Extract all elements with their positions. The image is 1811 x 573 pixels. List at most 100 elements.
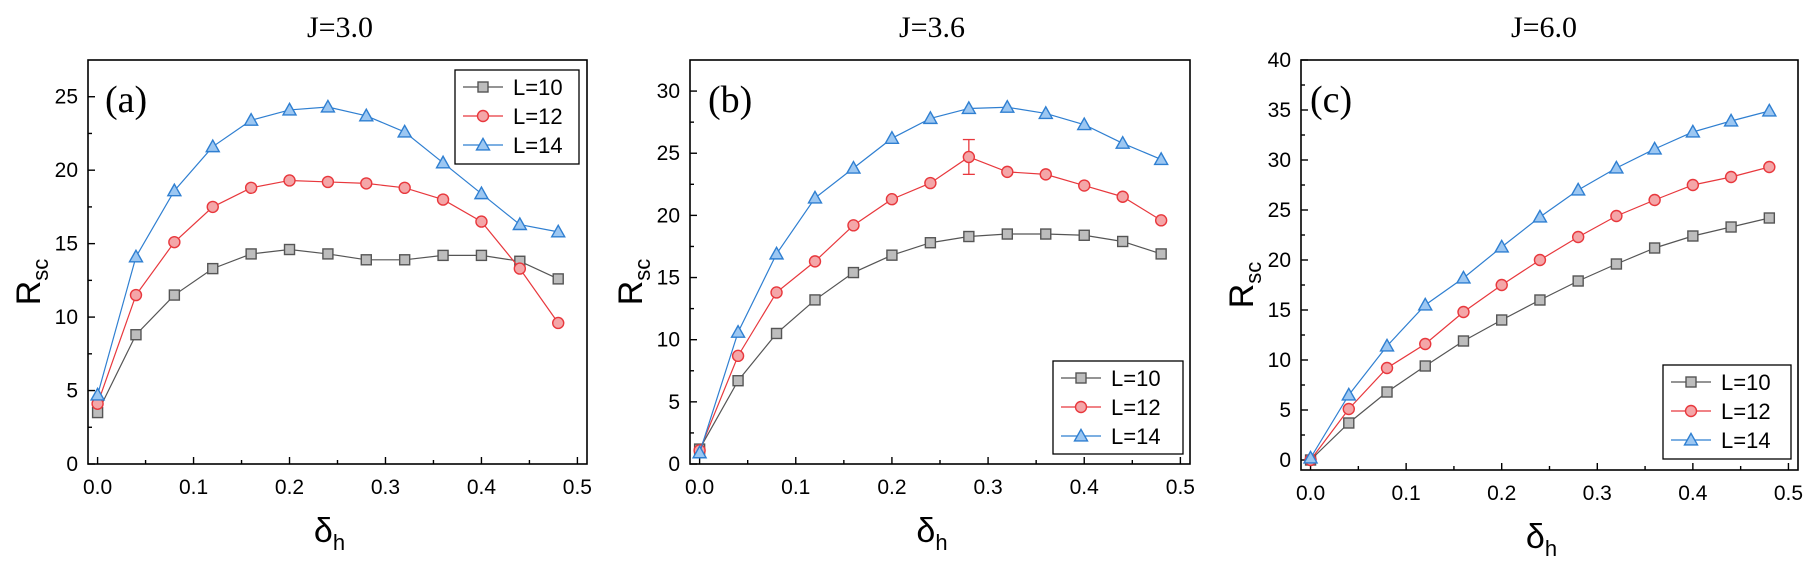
data-point [206, 200, 219, 214]
legend-label: L=14 [1721, 428, 1771, 453]
data-point [1078, 179, 1091, 192]
data-point [1457, 335, 1470, 347]
data-point [398, 181, 411, 195]
data-point [1153, 151, 1169, 166]
data-point [130, 329, 142, 341]
legend-marker [1075, 372, 1087, 384]
data-point [1455, 269, 1472, 284]
y-axis-title: Rsc [10, 259, 53, 306]
y-tick-label: 25 [657, 142, 680, 165]
data-point [1078, 229, 1090, 241]
legend: L=10 L=12 L=14 [1662, 364, 1792, 460]
data-point [1723, 112, 1739, 127]
data-point [1040, 228, 1052, 240]
data-point [1763, 160, 1776, 174]
y-tick-label: 10 [55, 306, 78, 329]
data-point [808, 255, 822, 268]
data-point [1610, 258, 1623, 270]
legend: L=10 L=12 L=14 [1052, 360, 1184, 455]
series-L=10 [91, 243, 564, 419]
data-point [922, 110, 939, 125]
data-point [1039, 168, 1052, 181]
data-point [1687, 230, 1699, 242]
data-point [1646, 140, 1663, 155]
y-tick-label: 10 [1268, 349, 1291, 372]
data-point [281, 101, 298, 116]
y-tick-label: 5 [668, 391, 680, 414]
data-point [552, 316, 565, 330]
data-point [732, 375, 744, 387]
data-point [89, 386, 106, 401]
data-point [1457, 305, 1470, 319]
data-point [1001, 165, 1014, 179]
data-point [166, 182, 183, 197]
y-tick-label: 20 [1268, 249, 1291, 272]
data-point [1116, 190, 1129, 203]
data-point [1155, 248, 1167, 260]
y-tick-label: 30 [657, 80, 680, 103]
data-point [1686, 178, 1700, 192]
panel-b: J=3.6 (b) 0.0 0.1 0.2 0.3 0.4 0.5 0 5 10 15 20 25 30 δh… [612, 11, 1195, 555]
data-point [283, 174, 296, 187]
data-point [885, 193, 899, 206]
y-tick-label: 0 [1279, 449, 1291, 472]
x-axis-title: δh [314, 512, 345, 555]
data-point [283, 243, 296, 256]
x-axis-title: δh [1526, 518, 1557, 561]
legend-box [1662, 364, 1792, 460]
x-tick-label: 0.2 [275, 476, 304, 499]
data-point [358, 107, 374, 122]
data-point [730, 324, 746, 338]
y-tick-label: 0 [66, 453, 78, 476]
data-point [1610, 209, 1623, 223]
y-tick-label: 5 [66, 380, 78, 403]
data-point [550, 223, 566, 238]
legend-marker [1685, 376, 1697, 388]
data-point [768, 245, 785, 260]
data-point [731, 349, 745, 363]
data-point [360, 254, 372, 266]
data-point [1379, 337, 1395, 352]
legend: L=10 L=12 L=14 [454, 69, 580, 165]
data-point [1494, 238, 1510, 253]
series-L=14 [1302, 102, 1778, 464]
x-tick-label: 0.0 [685, 476, 714, 499]
y-tick-label: 20 [55, 159, 78, 182]
x-tick-label: 0.4 [1678, 482, 1708, 505]
data-point [320, 98, 336, 113]
data-point [128, 248, 144, 263]
legend-box [454, 69, 580, 165]
x-tick-label: 0.5 [563, 476, 592, 499]
data-point [1038, 105, 1054, 120]
data-point [129, 288, 143, 302]
legend-label: L=12 [1721, 399, 1771, 424]
data-point [1724, 170, 1738, 184]
x-tick-label: 0.1 [179, 476, 208, 499]
x-axis-title: δh [916, 512, 947, 555]
data-point [435, 154, 451, 169]
legend-label: L=14 [1111, 424, 1161, 449]
data-point [436, 193, 450, 206]
data-point [691, 444, 708, 459]
data-point [1076, 116, 1092, 131]
data-point [1114, 135, 1131, 149]
data-point [1763, 212, 1776, 224]
data-point [243, 112, 259, 126]
legend-marker [476, 109, 490, 123]
legend-label: L=12 [513, 104, 563, 129]
data-point [207, 262, 219, 275]
y-tick-label: 15 [55, 233, 78, 256]
series-L=12 [91, 174, 565, 410]
y-tick-label: 30 [1268, 149, 1291, 172]
data-point [322, 248, 334, 260]
x-tick-label: 0.3 [1583, 482, 1612, 505]
y-tick-label: 0 [668, 453, 680, 476]
data-point [168, 289, 181, 301]
data-point [245, 248, 257, 260]
series-line [97, 179, 559, 404]
y-tick-label: 40 [1268, 49, 1291, 72]
y-tick-label: 20 [657, 204, 680, 227]
x-tick-label: 0.4 [1070, 476, 1100, 499]
y-tick-label: 15 [657, 267, 680, 290]
